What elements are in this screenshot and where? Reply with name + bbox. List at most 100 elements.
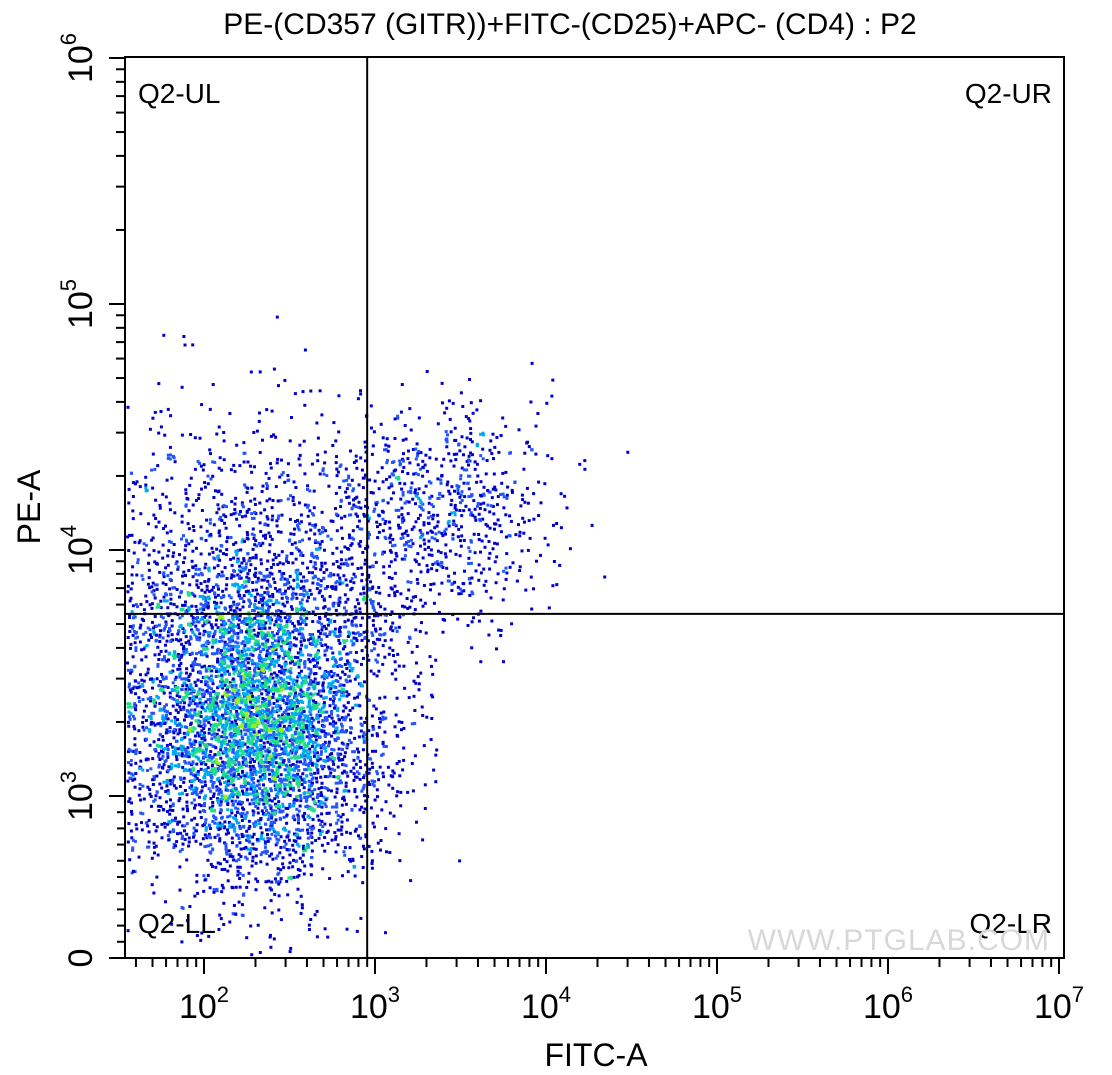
event-dot	[336, 731, 340, 735]
event-dot	[242, 892, 246, 896]
event-dot	[341, 763, 345, 767]
event-dot	[393, 725, 397, 729]
event-dot	[189, 721, 193, 725]
event-dot	[306, 831, 310, 835]
event-dot	[203, 566, 207, 570]
event-dot	[362, 776, 366, 780]
event-dot	[313, 705, 317, 709]
event-dot	[378, 638, 382, 642]
event-dot	[378, 696, 382, 700]
event-dot	[291, 681, 295, 685]
event-dot	[268, 886, 272, 890]
event-dot	[250, 623, 254, 627]
event-dot	[235, 819, 239, 822]
event-dot	[215, 788, 219, 792]
event-dot	[179, 655, 183, 659]
event-dot	[190, 769, 194, 772]
event-dot	[314, 839, 318, 842]
event-dot	[160, 836, 164, 840]
event-dot	[158, 635, 162, 639]
event-dot	[321, 867, 325, 871]
event-dot	[376, 841, 380, 845]
event-dot	[203, 590, 207, 594]
event-dot	[224, 842, 228, 846]
event-dot	[218, 827, 222, 830]
event-dot	[229, 789, 233, 793]
event-dot	[295, 756, 299, 760]
event-dot	[319, 823, 323, 827]
event-dot	[226, 788, 229, 792]
event-dot	[316, 814, 320, 818]
event-dot	[386, 765, 390, 769]
event-dot	[274, 705, 278, 709]
event-dot	[231, 702, 235, 706]
event-dot	[331, 702, 335, 706]
event-dot	[344, 764, 348, 768]
event-dot	[252, 734, 256, 738]
event-dot	[235, 701, 239, 705]
event-dot	[290, 738, 294, 742]
event-dot	[276, 854, 280, 858]
event-dot	[203, 878, 207, 882]
event-dot	[250, 722, 254, 726]
event-dot	[226, 656, 230, 660]
event-dot	[274, 651, 278, 655]
event-dot	[227, 749, 231, 753]
event-dot	[282, 742, 286, 746]
event-dot	[147, 845, 151, 849]
event-dot	[295, 747, 299, 751]
event-dot	[220, 623, 224, 627]
event-dot	[127, 685, 131, 689]
event-dot	[259, 734, 263, 738]
event-dot	[239, 677, 243, 681]
event-dot	[241, 737, 245, 740]
event-dot	[341, 797, 345, 801]
event-dot	[166, 822, 170, 826]
event-dot	[178, 675, 182, 679]
event-dot	[343, 755, 347, 759]
event-dot	[309, 834, 313, 838]
event-dot	[237, 618, 241, 622]
event-dot	[317, 794, 321, 798]
event-dot	[301, 772, 305, 776]
event-dot	[183, 837, 187, 841]
event-dot	[129, 705, 133, 709]
event-dot	[305, 579, 309, 583]
event-dot	[257, 667, 261, 670]
event-dot	[261, 754, 265, 758]
event-dot	[186, 919, 189, 923]
event-dot	[212, 814, 216, 818]
event-dot	[323, 703, 327, 707]
event-dot	[215, 737, 219, 741]
event-dot	[352, 772, 356, 776]
event-dot	[313, 658, 317, 662]
event-dot	[314, 606, 318, 610]
event-dot	[146, 697, 150, 701]
event-dot	[301, 732, 305, 736]
event-dot	[195, 637, 199, 641]
event-dot	[267, 697, 271, 701]
event-dot	[239, 743, 243, 746]
event-dot	[249, 685, 253, 689]
event-dot	[310, 643, 314, 646]
event-dot	[403, 686, 407, 690]
event-dot	[254, 805, 258, 808]
event-dot	[179, 638, 183, 642]
event-dot	[244, 757, 248, 761]
event-dot	[257, 729, 261, 733]
event-dot	[375, 788, 379, 792]
event-dot	[294, 764, 298, 767]
event-dot	[329, 618, 333, 622]
event-dot	[254, 854, 258, 858]
event-dot	[241, 713, 245, 717]
event-dot	[265, 828, 269, 832]
event-dot	[285, 764, 289, 768]
event-dot	[261, 624, 265, 628]
event-dot	[251, 859, 255, 863]
event-dot	[270, 735, 273, 739]
event-dot	[307, 724, 311, 728]
event-dot	[262, 741, 266, 745]
event-dot	[162, 747, 166, 751]
event-dot	[272, 717, 276, 721]
event-dot	[311, 523, 315, 527]
